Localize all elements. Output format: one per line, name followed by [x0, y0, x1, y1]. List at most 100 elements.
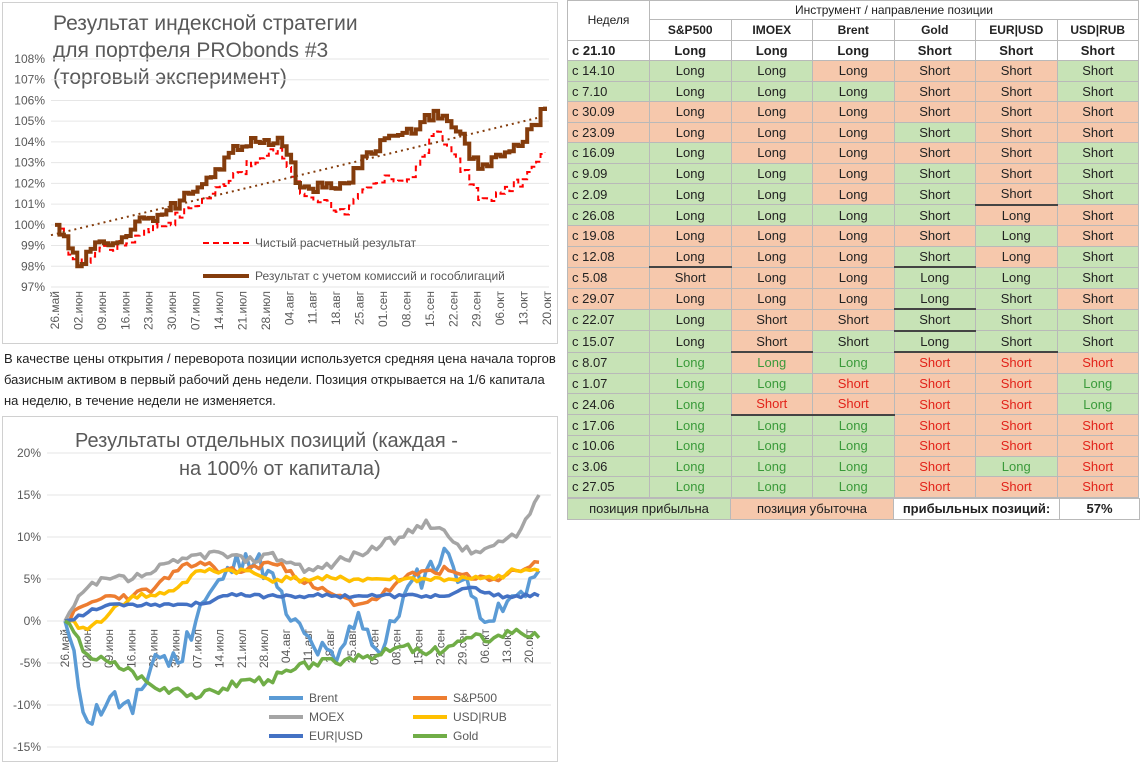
position-cell: Short — [1056, 245, 1139, 268]
y-tick-label: 102% — [14, 176, 45, 190]
position-cell: Short — [1056, 414, 1139, 436]
position-cell: Long — [975, 266, 1058, 289]
position-cell: Long — [730, 414, 813, 436]
table-row: с 3.06 Long Long Long Short Long Short — [567, 455, 1139, 477]
position-cell: Long — [812, 351, 895, 374]
position-cell: Long — [730, 372, 813, 394]
position-cell: Long — [812, 245, 895, 268]
position-cell: Short — [975, 308, 1058, 331]
strategy-result-svg: Результат индексной стратегии для портфел… — [14, 12, 554, 330]
position-cell: Long — [649, 455, 732, 477]
position-cell: Short — [975, 183, 1058, 206]
x-tick-label: 09.июн — [95, 291, 109, 330]
column-header-5: USD|RUB — [1056, 19, 1139, 41]
x-tick-label: 14.июл — [212, 291, 226, 330]
table-row: с 10.06 Long Long Long Short Short Short — [567, 435, 1139, 457]
position-cell: Short — [975, 330, 1058, 353]
position-cell: Long — [812, 435, 895, 457]
x-tick-label: 25.авг — [353, 290, 367, 325]
x-tick-label: 13.окт — [517, 291, 531, 326]
y-tick-label: -15% — [13, 740, 41, 754]
position-cell: Long — [649, 245, 732, 268]
position-cell: Short — [893, 476, 976, 498]
position-cell: Short — [1056, 60, 1139, 82]
position-cell: Short — [1056, 351, 1139, 374]
position-cell: Long — [975, 225, 1058, 247]
week-cell: с 26.08 — [567, 204, 650, 226]
series-gold — [64, 619, 541, 701]
series-eurusd — [64, 585, 540, 623]
y-tick-label: 98% — [21, 259, 45, 273]
x-tick-label: 15.сен — [412, 629, 426, 665]
position-cell: Long — [730, 121, 813, 143]
position-cell: Short — [1056, 39, 1139, 61]
y-tick-label: 10% — [17, 530, 41, 544]
x-tick-label: 21.июл — [235, 629, 249, 668]
position-cell: Long — [975, 455, 1058, 477]
position-cell: Long — [812, 162, 895, 184]
position-cell: Short — [812, 393, 895, 416]
column-header-row: S&P500 IMOEX Brent Gold EUR|USD USD|RUB — [568, 19, 1139, 41]
table-row: с 2.09 Long Long Long Short Short Short — [567, 183, 1139, 206]
x-tick-label: 28.июл — [257, 629, 271, 668]
series-usdrub — [64, 567, 540, 632]
legend-label: Brent — [309, 691, 338, 705]
week-cell: с 1.07 — [567, 372, 650, 394]
column-header-2: Brent — [812, 19, 895, 41]
legend-label: Результат с учетом комиссий и гособлигац… — [255, 269, 505, 283]
table-row: с 17.06 Long Long Long Short Short Short — [567, 414, 1139, 436]
week-cell: с 15.07 — [567, 330, 650, 353]
positions-table-body: с 21.10 Long Long Long Short Short Short с 14.1… — [567, 39, 1139, 498]
x-tick-label: 06.окт — [493, 291, 507, 326]
position-cell: Long — [730, 266, 813, 289]
position-cell: Short — [1056, 121, 1139, 143]
x-tick-label: 16.июн — [124, 629, 138, 668]
position-cell: Short — [730, 393, 813, 416]
x-tick-label: 11.авг — [301, 628, 315, 662]
week-header: Неделя — [567, 0, 650, 41]
position-cell: Long — [649, 435, 732, 457]
position-cell: Long — [730, 204, 813, 226]
position-cell: Short — [1056, 308, 1139, 331]
week-cell: с 27.05 — [567, 476, 650, 498]
position-cell: Long — [812, 225, 895, 247]
legend-profit: позиция прибыльна — [567, 497, 731, 520]
position-cell: Short — [1056, 266, 1139, 289]
x-tick-label: 07.июл — [191, 629, 205, 668]
position-cell: Long — [649, 80, 732, 102]
position-cell: Long — [730, 142, 813, 164]
table-row: с 19.08 Long Long Long Short Long Short — [567, 225, 1139, 247]
week-cell: с 12.08 — [567, 245, 650, 268]
legend-label: Gold — [453, 729, 478, 743]
y-tick-label: 5% — [24, 572, 42, 586]
position-cell: Long — [649, 414, 732, 436]
position-cell: Long — [730, 183, 813, 205]
week-cell: с 30.09 — [567, 101, 650, 123]
position-cell: Long — [975, 245, 1058, 268]
table-row: с 21.10 Long Long Long Short Short Short — [567, 39, 1139, 61]
table-row: с 15.07 Long Short Short Long Short Short — [567, 330, 1139, 353]
chart-title-line: для портфеля PRObonds #3 — [53, 39, 328, 62]
x-tick-label: 28.июл — [259, 291, 273, 330]
legend-label: MOEX — [309, 710, 344, 724]
position-cell: Short — [893, 245, 976, 268]
x-tick-label: 16.июн — [118, 291, 132, 330]
x-tick-label: 20.окт — [540, 291, 554, 326]
chart-title-line: на 100% от капитала) — [179, 458, 381, 480]
table-row: с 5.08 Short Long Long Long Long Short — [567, 266, 1139, 289]
position-cell: Long — [649, 287, 732, 310]
position-cell: Short — [1056, 476, 1139, 498]
position-cell: Long — [730, 245, 813, 268]
position-cell: Short — [1056, 330, 1139, 353]
strategy-result-chart: Результат индексной стратегии для портфел… — [2, 2, 558, 344]
x-tick-label: 29.сен — [470, 291, 484, 327]
position-cell: Short — [649, 266, 732, 289]
position-cell: Short — [975, 142, 1058, 164]
table-row: с 29.07 Long Long Long Long Short Short — [567, 287, 1139, 310]
position-cell: Long — [730, 162, 813, 184]
x-tick-label: 04.авг — [282, 290, 296, 325]
position-cell: Long — [975, 204, 1058, 226]
position-cell: Short — [975, 101, 1058, 123]
x-tick-label: 01.сен — [376, 291, 390, 327]
positions-result-chart: Результаты отдельных позиций (каждая - на… — [2, 416, 558, 762]
